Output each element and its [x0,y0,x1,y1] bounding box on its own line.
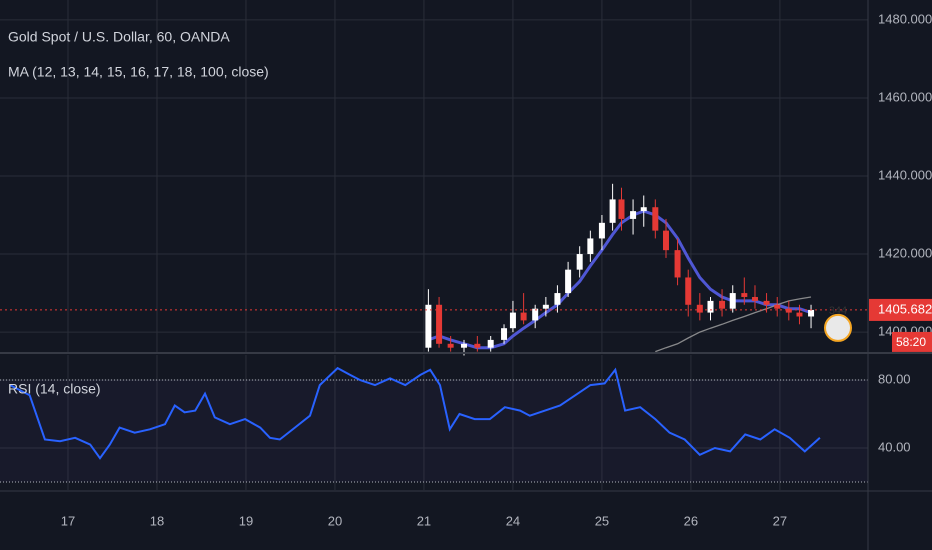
candle-body [425,304,432,348]
candle-body [763,300,770,305]
candle-body [707,300,714,313]
rsi-line [9,366,821,460]
y-tick-label: 1440.000 [878,167,932,182]
candle-body [685,277,692,305]
candle-body [474,343,481,348]
candle-body [618,199,625,219]
candle-body [565,269,572,294]
last-price-box [869,298,932,321]
candle-body [696,304,703,313]
candle-body [785,308,792,313]
candle-body [719,300,726,309]
candle-body [532,308,539,321]
candle-body [808,309,815,317]
countdown-box [892,331,932,352]
last-price-label: 1405.682 [878,301,932,316]
x-tick-label: 27 [773,513,787,528]
candle-body [487,339,494,348]
candle-body [774,304,781,309]
indicator-title: MA (12, 13, 14, 15, 16, 17, 18, 100, clo… [8,64,269,80]
candle-body [509,312,516,329]
candle-body [460,343,467,348]
candle-body [652,207,659,231]
candle-body [576,254,583,270]
candle-body [630,211,637,219]
x-tick-label: 18 [150,513,164,528]
candle-body [609,199,616,223]
candle-body [640,207,647,212]
x-tick-label: 17 [61,513,75,528]
candle-body [662,230,669,251]
x-tick-label: 20 [328,513,342,528]
x-tick-label: 26 [684,513,698,528]
moving-average [655,296,812,353]
candle-body [587,238,594,255]
y-tick-label: 1420.000 [878,245,932,260]
event-badge [824,313,852,342]
candle-body [751,296,758,301]
candle-body [542,304,549,309]
rsi-title: RSI (14, close) [8,381,101,397]
x-tick-label: 24 [506,513,520,528]
candle-body [436,304,443,344]
candle-body [598,222,605,239]
candle-body [501,328,508,340]
plot [0,183,868,483]
candle-body [741,293,748,297]
candle-body [520,312,527,321]
x-tick-label: 21 [417,513,431,528]
candle-body [554,293,561,305]
countdown: 58:20 [896,335,926,349]
candle-body [447,343,454,348]
y-tick-label: 80.00 [878,371,911,386]
chart-title: Gold Spot / U.S. Dollar, 60, OANDA [8,29,230,45]
x-tick-label: 19 [239,513,253,528]
labels: 1400.0001420.0001440.0001460.0001480.000… [61,11,932,528]
y-tick-label: 1480.000 [878,11,932,26]
candle-body [796,312,803,317]
candle-body [729,293,736,309]
x-tick-label: 25 [595,513,609,528]
y-tick-label: 1460.000 [878,89,932,104]
y-tick-label: 40.00 [878,439,911,454]
grid [0,0,868,490]
candle-body [674,250,681,278]
event-badge-text: 344 [829,305,847,317]
